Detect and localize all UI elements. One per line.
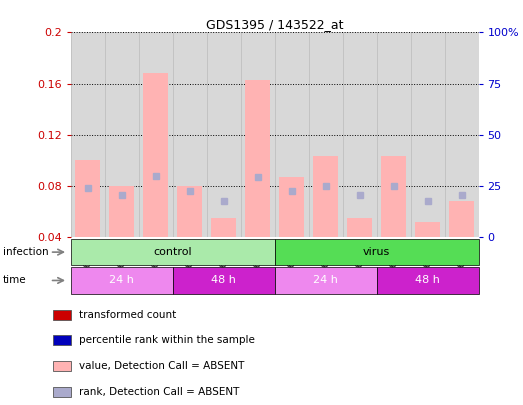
Bar (241, 32, 275, 237)
Text: 48 h: 48 h (415, 275, 440, 286)
Bar (275, 239, 479, 265)
Text: virus: virus (363, 247, 390, 257)
Bar (173, 32, 207, 237)
Bar (309, 32, 343, 237)
Bar (445, 32, 479, 237)
Bar (275, 32, 309, 237)
Bar (411, 32, 445, 237)
Bar (279, 177, 304, 237)
Bar (313, 156, 338, 237)
Bar (377, 267, 479, 294)
Bar (245, 80, 270, 237)
Bar (177, 186, 202, 237)
Bar (415, 222, 440, 237)
Bar (381, 156, 406, 237)
Text: 24 h: 24 h (313, 275, 338, 286)
Bar (275, 267, 377, 294)
Bar (71, 267, 173, 294)
Text: value, Detection Call = ABSENT: value, Detection Call = ABSENT (79, 361, 245, 371)
Text: rank, Detection Call = ABSENT: rank, Detection Call = ABSENT (79, 387, 240, 397)
Text: infection: infection (3, 247, 48, 257)
Bar (347, 218, 372, 237)
Text: transformed count: transformed count (79, 310, 176, 320)
Bar (207, 32, 241, 237)
Text: control: control (153, 247, 192, 257)
Text: 24 h: 24 h (109, 275, 134, 286)
Bar (53, 335, 71, 345)
Bar (53, 361, 71, 371)
Bar (53, 310, 71, 320)
Text: 48 h: 48 h (211, 275, 236, 286)
Bar (105, 32, 139, 237)
Bar (75, 160, 100, 237)
Bar (71, 239, 275, 265)
Text: percentile rank within the sample: percentile rank within the sample (79, 335, 255, 345)
Bar (211, 218, 236, 237)
Bar (143, 73, 168, 237)
Bar (109, 186, 134, 237)
Bar (139, 32, 173, 237)
Text: time: time (3, 275, 26, 286)
Bar (343, 32, 377, 237)
Bar (377, 32, 411, 237)
Title: GDS1395 / 143522_at: GDS1395 / 143522_at (206, 18, 343, 31)
Bar (53, 387, 71, 397)
Bar (173, 267, 275, 294)
Bar (449, 201, 474, 237)
Bar (71, 32, 105, 237)
